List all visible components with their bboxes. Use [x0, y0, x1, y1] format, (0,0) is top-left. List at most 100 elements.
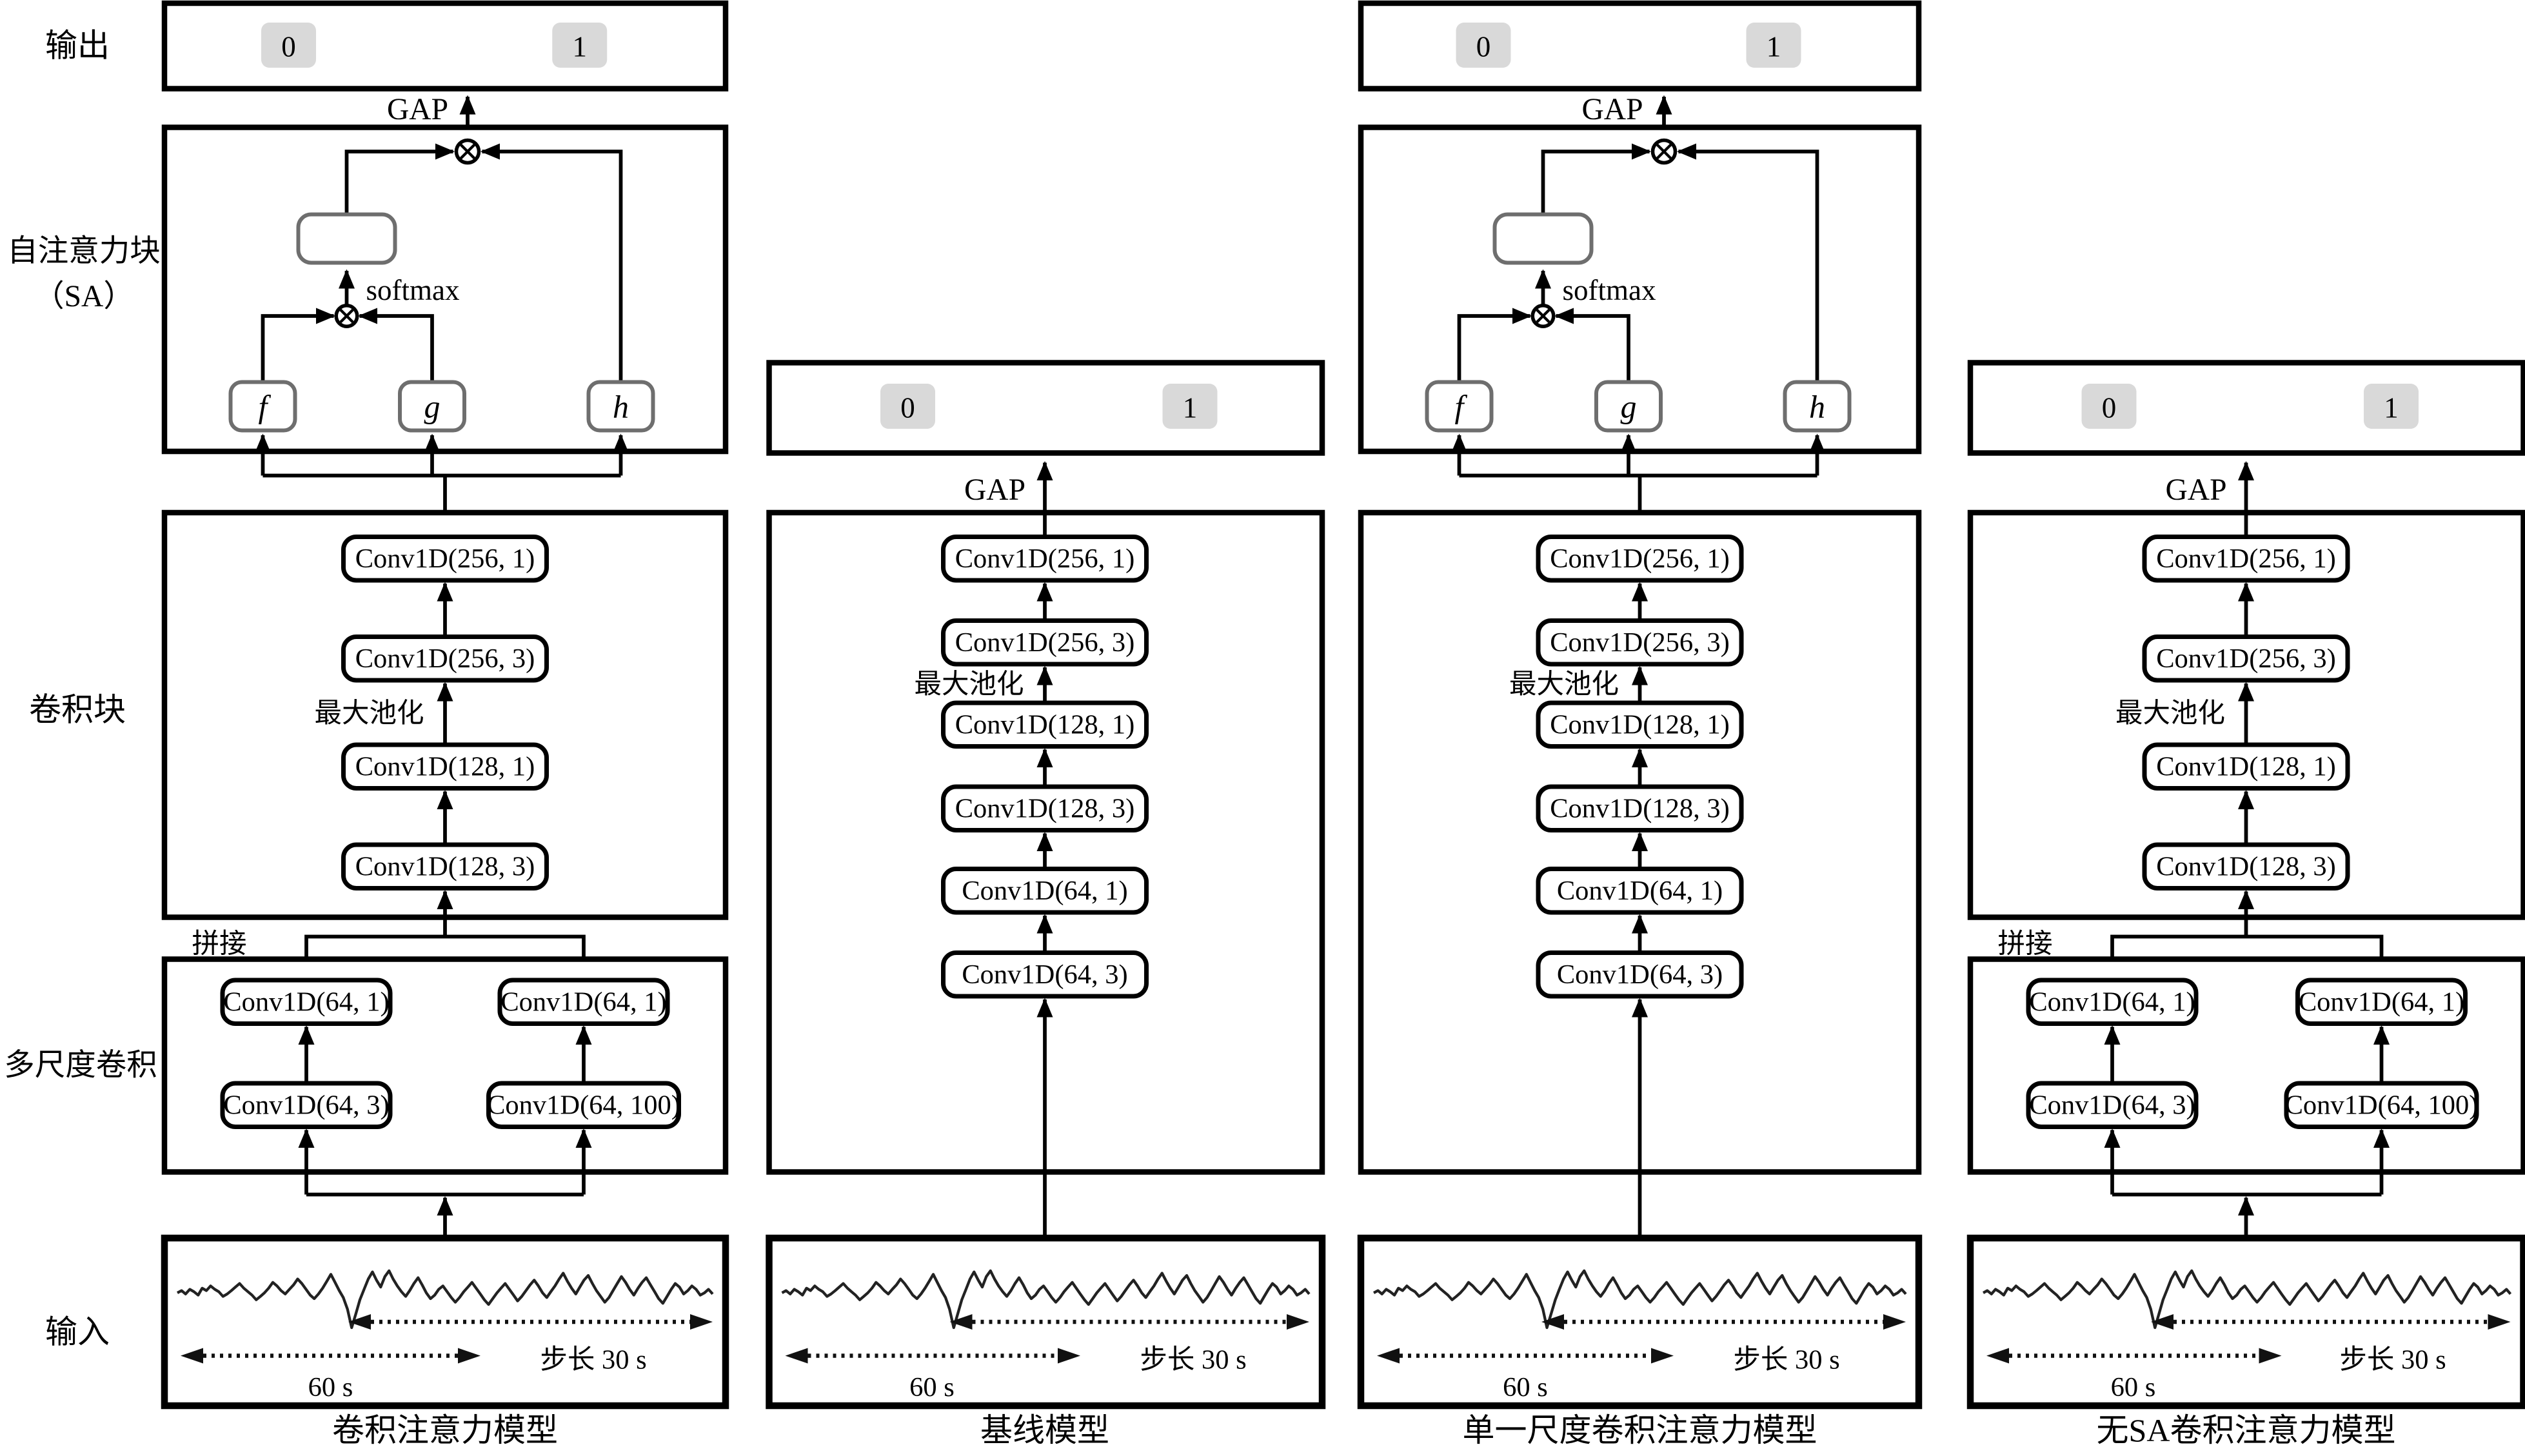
g-to-multiply-wire [1554, 308, 1630, 382]
conv-layer-label: Conv1D(256, 1) [355, 544, 535, 574]
conv-layer-box [220, 978, 393, 1026]
class-chip-0-label: 0 [2102, 392, 2117, 424]
gap-label: GAP [387, 93, 448, 126]
conv-layer-label: Conv1D(256, 3) [2156, 644, 2336, 674]
conv-layer-box [2026, 978, 2199, 1026]
stride-arrow [2151, 1314, 2511, 1330]
input-box [1966, 1234, 2525, 1410]
multiply-fg-icon [334, 303, 359, 328]
h-to-multiply-wire [1676, 143, 1819, 382]
class-chip-0 [1456, 23, 1511, 68]
g-box [1594, 380, 1663, 433]
conv-layer-label: Conv1D(64, 1) [2299, 987, 2464, 1018]
gap-label: GAP [2165, 473, 2226, 507]
stride-label: 步长 30 s [1733, 1345, 1839, 1375]
stride-arrow [348, 1314, 713, 1330]
class-chip-1 [2364, 384, 2419, 429]
f-to-multiply-wire [261, 308, 336, 382]
conv-layer-label: Conv1D(128, 1) [1550, 710, 1730, 740]
class-chip-1-label: 1 [1767, 31, 1781, 63]
conv-layer-label: Conv1D(256, 3) [955, 627, 1135, 658]
model-label: 单一尺度卷积注意力模型 [1463, 1412, 1817, 1448]
class-chip-1-label: 1 [2384, 392, 2399, 424]
maxpool-label: 最大池化 [1509, 669, 1619, 700]
conv-layer-box [2142, 534, 2350, 583]
sa-input-splitter [1459, 473, 1817, 513]
conv-layer-box [2295, 978, 2468, 1026]
window-label: 60 s [909, 1372, 955, 1402]
conv-layer-box [2284, 1081, 2479, 1129]
eeg-waveform [1982, 1269, 2512, 1330]
stride-arrow [1541, 1314, 1906, 1330]
row-label-output: 输出 [45, 28, 110, 64]
conv-layer-label: Conv1D(64, 1) [962, 876, 1127, 906]
row-label-sa-line2: （SA） [34, 280, 134, 313]
maxpool-label: 最大池化 [2115, 698, 2225, 729]
conv-layer-box [486, 1081, 682, 1129]
maxpool-label: 最大池化 [914, 669, 1024, 700]
sa-input-splitter [262, 473, 621, 513]
conv-layer-box [941, 618, 1149, 667]
column-single-scale: 0 1 GAP softmax f g h [1357, 0, 1923, 1448]
conv-layer-label: Conv1D(128, 1) [2156, 752, 2336, 782]
multiply-fg-icon [1530, 303, 1556, 328]
attention-to-multiply-wire [344, 143, 455, 215]
conv-layer-label: Conv1D(128, 1) [955, 710, 1135, 740]
window-label: 60 s [308, 1372, 353, 1402]
output-box [1967, 360, 2525, 456]
g-box [398, 380, 467, 433]
conv-layer-label: Conv1D(256, 1) [2156, 544, 2336, 574]
attention-to-multiply-wire [1541, 143, 1651, 215]
stride-label: 步长 30 s [540, 1345, 646, 1375]
stride-arrow [949, 1314, 1309, 1330]
column-conv-attention: 0 1 GAP softmax f g h [161, 0, 729, 1448]
attention-map-box [1492, 212, 1594, 265]
conv-layer-box [220, 1081, 393, 1129]
f-to-multiply-wire [1457, 308, 1532, 382]
model-label: 无SA卷积注意力模型 [2097, 1412, 2396, 1448]
column-no-sa: 0 1 GAP Conv1D(256, 1) Conv1D(256, 3) 最大… [1966, 360, 2525, 1448]
conv-layer-label: Conv1D(128, 3) [355, 852, 535, 882]
conv-layer-label: Conv1D(64, 1) [2029, 987, 2195, 1018]
conv-layer-label: Conv1D(64, 1) [500, 987, 666, 1018]
output-box [766, 360, 1325, 456]
eeg-waveform [781, 1269, 1311, 1330]
column-baseline: 0 1 GAP Conv1D(256, 1) Conv1D(256, 3) 最大… [766, 360, 1326, 1448]
row-label-conv-block: 卷积块 [29, 692, 126, 728]
conv-layer-box [941, 700, 1149, 749]
conv-layer-label: Conv1D(64, 3) [962, 959, 1127, 990]
row-labels: 输出 自注意力块 （SA） 卷积块 多尺度卷积 输入 [4, 28, 161, 1350]
h-label: h [1809, 389, 1825, 425]
stride-label: 步长 30 s [1140, 1345, 1246, 1375]
maxpool-label: 最大池化 [314, 698, 424, 729]
class-chip-1-label: 1 [1183, 392, 1198, 424]
eeg-waveform [1372, 1269, 1907, 1330]
conv-layer-label: Conv1D(64, 1) [1557, 876, 1723, 906]
class-chip-0 [261, 23, 317, 68]
conv-layer-label: Conv1D(256, 1) [1550, 544, 1730, 574]
window-label: 60 s [2111, 1372, 2156, 1402]
model-label: 基线模型 [980, 1412, 1109, 1448]
softmax-label: softmax [1563, 274, 1656, 306]
conv-layer-box [341, 742, 550, 791]
conv-layer-box [341, 534, 550, 583]
conv-layer-label: Conv1D(64, 100) [487, 1090, 680, 1121]
eeg-waveform [176, 1269, 714, 1330]
window-label: 60 s [1503, 1372, 1548, 1402]
conv-layer-box [1536, 784, 1744, 832]
conv-layer-box [2142, 634, 2350, 683]
conv-layer-label: Conv1D(128, 3) [2156, 852, 2336, 882]
conv-layer-label: Conv1D(128, 3) [1550, 794, 1730, 824]
output-box [1358, 0, 1922, 92]
class-chip-0-label: 0 [1476, 31, 1491, 63]
f-box [228, 380, 297, 433]
class-chip-1 [1162, 384, 1218, 429]
conv-layer-label: Conv1D(64, 3) [1557, 959, 1723, 990]
class-chip-1 [552, 23, 608, 68]
conv-layer-label: Conv1D(256, 3) [355, 644, 535, 674]
conv-layer-label: Conv1D(64, 3) [2029, 1090, 2195, 1121]
softmax-label: softmax [366, 274, 460, 306]
conv-layer-label: Conv1D(256, 3) [1550, 627, 1730, 658]
conv-layer-box [1536, 700, 1744, 749]
